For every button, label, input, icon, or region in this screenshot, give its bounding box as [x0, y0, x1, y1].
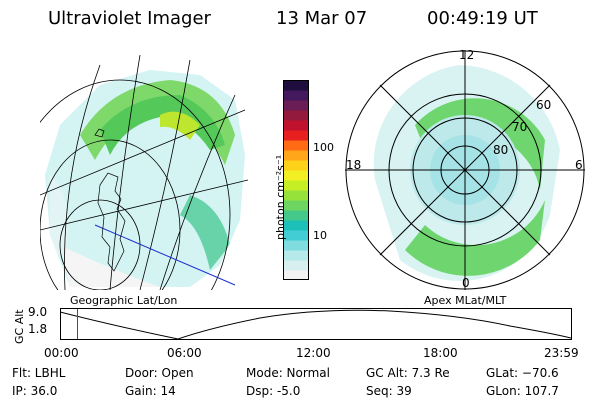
colorbar-cell [283, 120, 309, 131]
gain-value: Gain: 14 [125, 384, 176, 398]
colorbar-cell [283, 160, 309, 171]
mode-value: Mode: Normal [246, 366, 330, 380]
gc-altitude-value: GC Alt: 7.3 Re [366, 366, 450, 380]
altitude-axis-label: GC Alt [13, 309, 26, 344]
filter-value: Flt: LBHL [12, 366, 66, 380]
altitude-tick-bottom: 1.8 [28, 322, 48, 336]
glon-value: GLon: 107.7 [486, 384, 559, 398]
colorbar-tick-100: 100 [313, 141, 334, 154]
colorbar-tick-10: 10 [313, 229, 327, 242]
colorbar-cell [283, 80, 309, 91]
altitude-tick-top: 9.0 [28, 305, 48, 319]
mlat-60-label: 60 [536, 98, 552, 112]
time-label: 00:49:19 UT [427, 8, 538, 29]
mlt-0-label: 0 [462, 276, 470, 290]
colorbar-cell [283, 110, 309, 121]
geographic-caption: Geographic Lat/Lon [70, 294, 178, 307]
colorbar-cell [283, 130, 309, 141]
mlt-18-label: 18 [346, 158, 362, 172]
colorbar-cell [283, 240, 309, 251]
colorbar-cell [283, 90, 309, 101]
colorbar-cell [283, 180, 309, 191]
date-label: 13 Mar 07 [276, 8, 368, 29]
mlat-80-label: 80 [493, 143, 509, 157]
dsp-value: Dsp: -5.0 [246, 384, 301, 398]
mlt-12-label: 12 [459, 48, 475, 62]
glat-value: GLat: −70.6 [486, 366, 559, 380]
sequence-value: Seq: 39 [366, 384, 412, 398]
colorbar-cell [283, 150, 309, 161]
time-tick-0600: 06:00 [167, 346, 202, 360]
mlt-6-label: 6 [575, 158, 583, 172]
colorbar-cell [283, 210, 309, 221]
colorbar-cell [283, 220, 309, 231]
time-tick-1800: 18:00 [423, 346, 458, 360]
colorbar-cell [283, 140, 309, 151]
apex-caption: Apex MLat/MLT [424, 294, 507, 307]
time-tick-1200: 12:00 [296, 346, 331, 360]
colorbar-cell [283, 250, 309, 261]
colorbar-label: photon cm⁻²s⁻¹ [274, 154, 287, 240]
colorbar-cell [283, 230, 309, 241]
mlat-70-label: 70 [512, 120, 528, 134]
door-value: Door: Open [125, 366, 194, 380]
geographic-image [40, 55, 249, 290]
colorbar-cell [283, 170, 309, 181]
altitude-plot [60, 308, 572, 340]
colorbar-cell [283, 270, 309, 280]
ip-value: IP: 36.0 [12, 384, 58, 398]
colorbar-cell [283, 200, 309, 211]
colorbar-cell [283, 100, 309, 111]
polar-image [345, 50, 585, 290]
colorbar-cell [283, 190, 309, 201]
instrument-title: Ultraviolet Imager [48, 8, 211, 29]
colorbar [283, 80, 309, 280]
time-tick-2359: 23:59 [544, 346, 579, 360]
time-tick-0000: 00:00 [44, 346, 79, 360]
colorbar-cell [283, 260, 309, 271]
